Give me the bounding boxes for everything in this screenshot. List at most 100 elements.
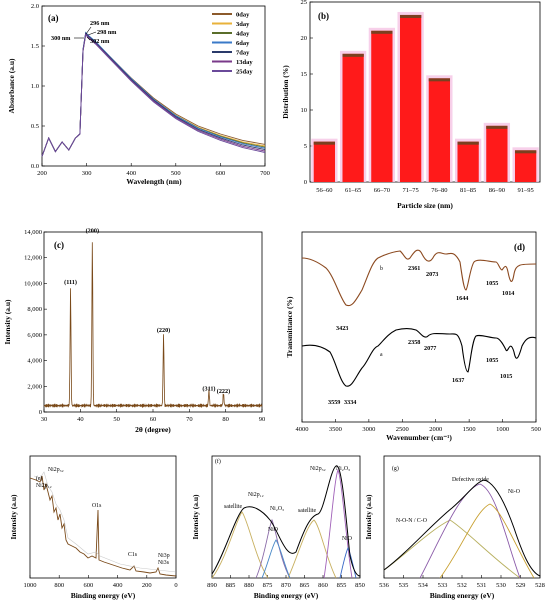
panel-a-label: (a) — [48, 13, 59, 23]
xps-g-label-nocn: N-O-N / C-O — [396, 518, 427, 524]
x-tick-label: 870 — [281, 582, 291, 589]
y-tick-label: 1.0 — [31, 83, 39, 90]
xps-g-label-ni-o: Ni-O — [508, 489, 520, 495]
x-tick-label: 500 — [531, 426, 541, 433]
x-tick-label: 1000 — [24, 582, 37, 589]
x-tick-label: 70 — [186, 416, 193, 423]
xps-ni2p-nio-1 — [261, 539, 291, 579]
panel-c-peak-labels: (111) (200) (220) (311) (222) — [64, 227, 230, 395]
y-tick-label: 0 — [39, 409, 42, 416]
panel-a-ticks: 200 300 400 500 600 700 0.0 0.5 1.0 1.5 2.0 — [31, 3, 270, 177]
x-tick-label: 528 — [535, 582, 545, 589]
xrd-pattern — [43, 242, 263, 409]
xps-f-label-satellite-1: satellite — [224, 504, 242, 510]
x-tick-label: 534 — [418, 582, 429, 589]
panel-d-xlabel: Wavenumber (cm⁻¹) — [386, 433, 452, 442]
x-tick-label: 400 — [113, 582, 123, 589]
bar — [371, 30, 393, 182]
panel-e-label: (e) — [36, 475, 43, 482]
x-tick-label: 56–60 — [316, 187, 332, 194]
legend-label: 4day — [236, 30, 250, 37]
xps-o1s-envelope — [383, 479, 541, 577]
y-tick-label: 5 — [304, 143, 307, 150]
annotation-arrow — [86, 36, 91, 41]
x-tick-label: 0 — [174, 582, 177, 589]
xps-f-label-ni2p12: Ni2p₁₂ — [248, 492, 264, 498]
panel-c-label: (c) — [54, 240, 64, 250]
bar — [486, 125, 508, 182]
panel-c: 30 40 50 60 70 80 90 0 2,000 4,000 6,000 8,000 10,00… — [3, 227, 265, 434]
ftir-curve-a — [301, 327, 537, 387]
ftir-b-peak-3423: 3423 — [336, 325, 348, 332]
annotation-arrow — [85, 26, 92, 35]
panel-b: 0 5 10 15 20 25 56–60 61–65 66–70 71–75 76–80 81–85… — [281, 0, 541, 210]
bar-cap — [457, 141, 479, 145]
panel-c-xlabel: 2θ (degree) — [135, 425, 171, 434]
x-tick-label: 535 — [399, 582, 409, 589]
bar-cap — [486, 125, 508, 129]
xrd-peak-label: (200) — [86, 227, 99, 234]
panel-a-xlabel: Wavelength (nm) — [126, 177, 182, 186]
y-tick-label: 8,000 — [27, 306, 42, 313]
x-tick-label: 71–75 — [403, 187, 419, 194]
xrd-peak-label: (111) — [64, 279, 77, 286]
ftir-a-peak-1055: 1055 — [486, 357, 498, 364]
legend-label: 25day — [236, 68, 253, 75]
panel-g-ylabel: Intensity (a.u) — [364, 494, 373, 540]
panel-d-label: (d) — [514, 242, 525, 252]
panel-d-ticks: 4000 3500 3000 2500 2000 1500 1000 500 — [296, 419, 541, 433]
x-tick-label: 850 — [355, 582, 365, 589]
x-tick-label: 200 — [37, 170, 47, 177]
panel-a: 200 300 400 500 600 700 0.0 0.5 1.0 1.5 2.0 (a) Wa… — [7, 3, 270, 186]
x-tick-label: 600 — [84, 582, 94, 589]
x-tick-label: 865 — [300, 582, 310, 589]
xps-f-label-satellite-2: satellite — [298, 508, 316, 514]
ftir-a-peak-1015: 1015 — [500, 373, 512, 380]
x-tick-label: 3000 — [362, 426, 375, 433]
xrd-peak-label: (220) — [157, 327, 170, 334]
bar — [514, 150, 537, 182]
x-tick-label: 200 — [142, 582, 152, 589]
xps-label-ni3s: Ni3s — [158, 560, 170, 566]
xps-f-label-ni2o3-2: Ni₂O₃ — [336, 466, 350, 472]
ftir-a-peak-2077: 2077 — [424, 345, 436, 352]
bar — [313, 141, 336, 182]
bar-cap — [371, 30, 393, 34]
x-tick-label: 4000 — [296, 426, 309, 433]
xps-o1s-component-nio — [439, 503, 535, 579]
absorbance-line — [41, 33, 266, 157]
x-tick-label: 3500 — [329, 426, 342, 433]
ftir-a-peak-3334: 3334 — [344, 399, 356, 406]
xps-ni2p-ni2o3-2 — [323, 468, 353, 579]
annotation-300nm: 300 nm — [51, 35, 71, 42]
ftir-b-peak-2073: 2073 — [426, 271, 438, 278]
x-tick-label: 400 — [126, 170, 136, 177]
xrd-peak-label: (222) — [217, 388, 230, 395]
annotation-296nm: 296 nm — [90, 20, 110, 27]
xps-o1s-component-nocn — [383, 519, 521, 579]
panel-g-ticks: 536 535 534 533 532 531 530 529 528 — [379, 575, 545, 589]
x-tick-label: 86–90 — [489, 187, 505, 194]
panel-g-label: (g) — [392, 465, 399, 472]
x-tick-label: 50 — [113, 416, 120, 423]
y-tick-label: 14,000 — [24, 229, 42, 236]
ftir-a-peak-2358: 2358 — [408, 339, 420, 346]
panel-b-label: (b) — [318, 11, 329, 21]
x-tick-label: 800 — [54, 582, 64, 589]
x-tick-label: 1000 — [496, 426, 509, 433]
panel-b-bars — [311, 11, 539, 183]
x-tick-label: 300 — [82, 170, 92, 177]
x-tick-label: 875 — [263, 582, 273, 589]
xps-ni2p-envelope — [211, 465, 361, 577]
legend-label: 7day — [236, 49, 250, 56]
ftir-series-a-label: a — [380, 352, 383, 358]
panel-e: 1000 800 600 400 200 0 (e) Ni2p₁₂ Ni2p₃₂ O1s … — [9, 455, 178, 600]
bar-cap — [399, 14, 422, 18]
y-tick-label: 2,000 — [27, 383, 42, 390]
x-tick-label: 61–65 — [345, 187, 361, 194]
x-tick-label: 536 — [379, 582, 390, 589]
x-tick-label: 2000 — [429, 426, 442, 433]
annotation-arrow — [87, 31, 97, 36]
ftir-b-peak-2361: 2361 — [408, 265, 420, 272]
